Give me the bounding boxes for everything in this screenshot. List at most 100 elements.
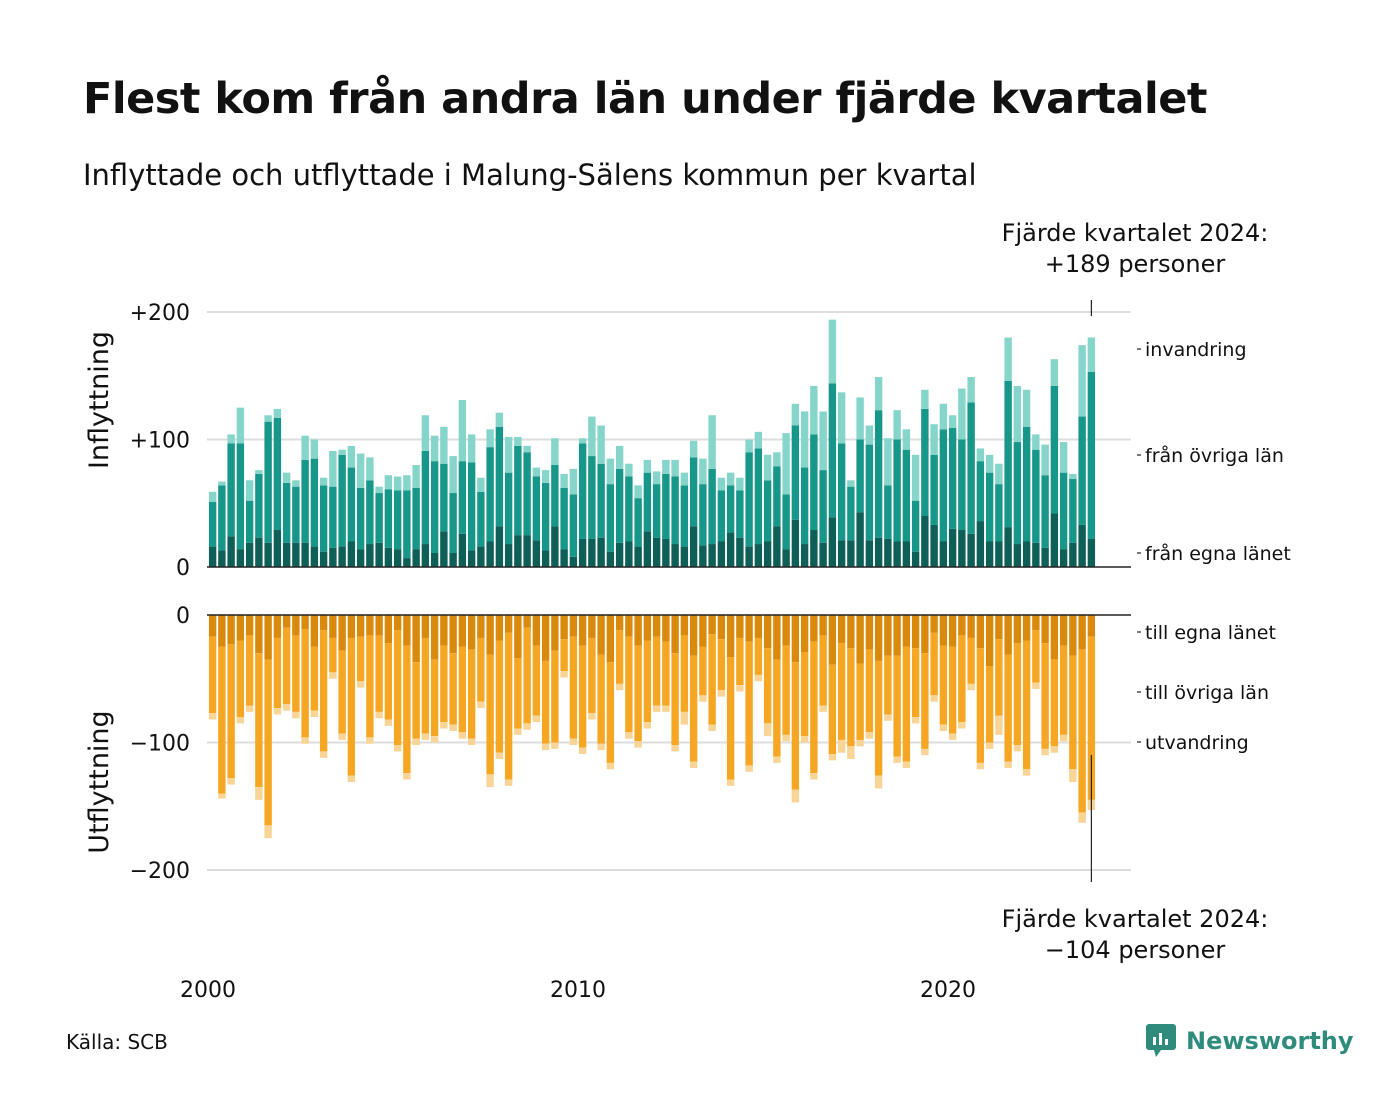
bar-inflow-segment [440,531,448,567]
bar-inflow-segment [310,546,319,567]
bar-outflow-segment [375,711,383,719]
bar-inflow-segment [884,538,892,567]
bar-inflow-segment [569,468,578,495]
bar-outflow-segment [504,779,513,786]
bar-outflow-segment [208,713,217,720]
bar-outflow-segment [495,752,504,760]
bar-inflow-segment [264,542,272,567]
bar-outflow-segment [800,736,809,743]
bar-inflow-segment [699,545,707,567]
bar-inflow-segment [995,463,1003,485]
bar-inflow-segment [273,408,282,418]
bar-inflow-segment [347,467,356,542]
bar-inflow-segment [921,516,929,567]
bar-outflow-segment [245,635,254,706]
bar-inflow-segment [985,541,994,567]
bar-outflow-segment [393,615,402,631]
bar-outflow-segment [791,662,800,790]
newsworthy-logo-icon [1146,1024,1176,1058]
bar-inflow-segment [292,486,300,543]
bar-inflow-segment [763,541,772,567]
bar-outflow-segment [976,762,985,770]
bar-outflow-segment [486,615,494,655]
bar-outflow-segment [1059,645,1068,735]
bar-inflow-segment [662,473,670,539]
bar-inflow-segment [319,477,328,486]
bar-outflow-segment [717,690,726,697]
bar-inflow-segment [837,392,846,444]
bar-inflow-segment [745,439,753,453]
bar-outflow-segment [958,615,966,636]
bar-inflow-segment [828,517,837,567]
bar-outflow-segment [597,654,605,744]
bar-outflow-segment [282,615,291,628]
bar-inflow-segment [625,463,633,477]
bar-outflow-segment [634,645,642,742]
bar-outflow-segment [911,615,920,649]
bar-outflow-segment [1013,615,1022,644]
bar-outflow-segment [680,635,689,712]
bar-outflow-segment [449,615,457,654]
bar-outflow-segment [1041,643,1049,749]
bar-inflow-segment [810,530,818,567]
bar-outflow-segment [347,637,356,776]
source-note: Källa: SCB [66,1030,168,1054]
callout-top-line1: Fjärde kvartalet 2024: [1001,219,1269,247]
callout-latest-outflow: Fjärde kvartalet 2024: −104 personer [960,904,1310,966]
bar-inflow-segment [403,558,411,567]
bar-outflow-segment [477,701,485,709]
bar-inflow-segment [1013,385,1022,443]
bar-inflow-segment [588,416,596,457]
bar-inflow-segment [597,425,605,464]
bar-outflow-segment [976,615,985,649]
bar-outflow-segment [366,615,374,636]
bar-inflow-segment [726,485,735,533]
bar-inflow-segment [699,458,707,485]
bar-outflow-segment [319,751,328,758]
bar-outflow-segment [356,636,365,682]
bar-inflow-segment [615,468,624,543]
bar-inflow-segment [884,438,892,486]
bar-outflow-segment [726,657,735,780]
bar-inflow-segment [773,526,781,567]
bar-inflow-segment [273,530,282,567]
bar-outflow-segment [606,762,615,770]
bar-inflow-segment [449,456,457,494]
bar-inflow-segment [301,435,309,460]
series-label-outflow: till egna länet [1145,622,1276,644]
bar-inflow-segment [615,542,624,567]
bar-outflow-segment [440,615,448,646]
bar-inflow-segment [292,542,300,567]
y-tick-label-outflow: −200 [130,859,190,884]
bar-outflow-segment [440,722,448,729]
bar-outflow-segment [1013,643,1022,746]
bar-inflow-segment [930,454,938,525]
bar-inflow-segment [995,541,1003,567]
bar-inflow-segment [652,484,661,538]
bar-inflow-segment [1004,380,1012,528]
bar-inflow-segment [958,388,966,440]
bar-outflow-segment [338,650,346,734]
bar-outflow-segment [403,773,411,780]
bar-inflow-segment [828,319,837,384]
bar-outflow-segment [791,789,800,803]
bar-inflow-segment [1087,371,1096,539]
bar-outflow-segment [967,637,975,684]
x-tick-label: 2020 [920,978,976,1003]
bar-inflow-segment [717,477,726,491]
bar-outflow-segment [699,615,707,647]
bar-outflow-segment [1004,761,1012,769]
bar-inflow-segment [208,491,217,502]
bar-inflow-segment [634,546,642,567]
bar-inflow-segment [393,549,402,567]
bar-inflow-segment [236,407,245,444]
bar-outflow-segment [865,615,874,650]
bar-outflow-segment [1041,615,1049,644]
bar-outflow-segment [689,655,698,762]
bar-outflow-segment [1050,659,1059,747]
bar-inflow-segment [347,445,356,468]
bar-inflow-segment [930,524,938,567]
bar-inflow-segment [921,389,929,409]
bar-inflow-segment [856,397,864,440]
bar-inflow-segment [569,556,578,567]
